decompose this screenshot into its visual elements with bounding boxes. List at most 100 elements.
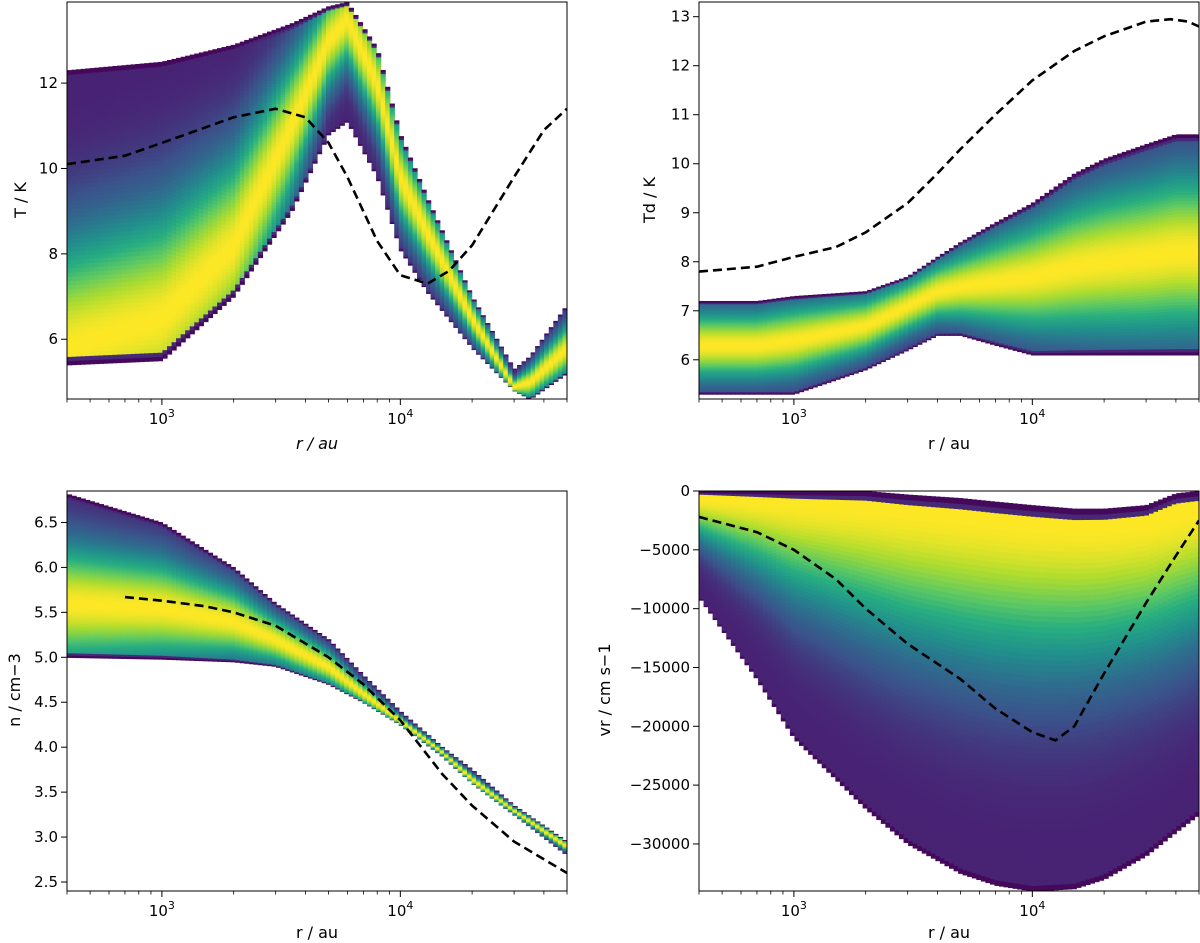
temperature-heatmap-cell — [280, 161, 286, 166]
temperature-heatmap-cell — [289, 41, 295, 46]
temperature-heatmap-cell — [348, 64, 354, 67]
temperature-heatmap-cell — [207, 164, 214, 170]
temperature-heatmap-cell — [262, 107, 268, 112]
temperature-heatmap-cell — [285, 121, 291, 125]
temperature-heatmap-cell — [139, 208, 145, 214]
temperature-heatmap-cell — [162, 336, 168, 342]
temperature-heatmap-cell — [235, 287, 241, 292]
temperature-heatmap-cell — [189, 98, 195, 104]
temperature-heatmap-cell — [194, 116, 200, 122]
temperature-heatmap-cell — [217, 141, 223, 146]
temperature-heatmap-cell — [180, 329, 186, 335]
temperature-heatmap-cell — [321, 101, 327, 105]
temperature-heatmap-cell — [348, 42, 354, 45]
temperature-heatmap-cell — [71, 145, 77, 151]
temperature-heatmap-cell — [389, 197, 395, 201]
temperature-heatmap-cell — [185, 224, 191, 230]
temperature-heatmap-cell — [380, 160, 386, 164]
temperature-heatmap-cell — [257, 168, 264, 173]
temperature-heatmap-cell — [294, 128, 300, 133]
temperature-heatmap-cell — [357, 87, 364, 90]
temperature-heatmap-cell — [212, 249, 218, 254]
temperature-heatmap-cell — [189, 289, 195, 295]
temperature-heatmap-cell — [107, 138, 114, 144]
temperature-heatmap-cell — [171, 233, 177, 239]
temperature-heatmap-cell — [103, 325, 109, 330]
temperature-heatmap-cell — [71, 288, 77, 294]
temperature-heatmap-cell — [357, 22, 364, 25]
temperature-heatmap-cell — [239, 242, 245, 247]
temperature-heatmap-cell — [198, 255, 204, 260]
temperature-heatmap-cell — [257, 104, 264, 109]
temperature-heatmap-cell — [271, 89, 277, 93]
temperature-heatmap-cell — [144, 88, 150, 94]
temperature-heatmap-cell — [371, 99, 377, 103]
temperature-heatmap-cell — [289, 132, 295, 137]
temperature-heatmap-cell — [167, 299, 173, 305]
temperature-heatmap-cell — [344, 75, 350, 79]
temperature-heatmap-cell — [244, 97, 250, 102]
temperature-heatmap-cell — [126, 311, 132, 316]
temperature-heatmap-cell — [276, 74, 282, 78]
temperature-heatmap-cell — [76, 296, 82, 302]
temperature-heatmap-cell — [253, 202, 259, 207]
temperature-heatmap-cell — [171, 183, 177, 189]
temperature-heatmap-cell — [344, 43, 350, 46]
temperature-heatmap-cell — [312, 120, 318, 123]
temperature-heatmap-cell — [112, 133, 118, 139]
temperature-heatmap-cell — [317, 104, 323, 108]
temperature-heatmap-cell — [235, 220, 241, 225]
temperature-heatmap-cell — [353, 48, 359, 51]
temperature-heatmap-cell — [339, 18, 345, 22]
temperature-heatmap-cell — [221, 283, 227, 288]
temperature-heatmap-cell — [162, 256, 168, 262]
temperature-heatmap-cell — [371, 132, 377, 135]
temperature-heatmap-cell — [253, 150, 259, 155]
temperature-heatmap-cell — [362, 54, 368, 57]
temperature-heatmap-cell — [135, 136, 141, 142]
temperature-heatmap-cell — [385, 142, 391, 146]
temperature-heatmap-cell — [380, 121, 386, 125]
temperature-heatmap-cell — [344, 48, 350, 51]
temperature-heatmap-cell — [162, 99, 168, 105]
temperature-heatmap-cell — [280, 195, 286, 200]
temperature-heatmap-cell — [280, 142, 286, 146]
temperature-heatmap-cell — [207, 122, 214, 128]
temperature-heatmap-cell — [312, 107, 318, 110]
temperature-heatmap-cell — [294, 193, 300, 197]
temperature-heatmap-cell — [144, 352, 150, 358]
temperature-heatmap-cell — [212, 105, 218, 111]
temperature-heatmap-cell — [130, 281, 136, 286]
temperature-heatmap-cell — [198, 263, 204, 268]
temperature-heatmap-cell — [294, 93, 300, 97]
temperature-heatmap-cell — [226, 169, 232, 175]
temperature-heatmap-cell — [103, 341, 109, 347]
temperature-heatmap-cell — [367, 97, 373, 100]
temperature-heatmap-cell — [135, 195, 141, 201]
temperature-heatmap-cell — [385, 147, 391, 151]
temperature-heatmap-cell — [103, 354, 109, 360]
temperature-heatmap-cell — [221, 227, 227, 233]
temperature-heatmap-cell — [180, 301, 186, 306]
temperature-heatmap-cell — [103, 185, 109, 191]
temperature-heatmap-cell — [167, 311, 173, 317]
temperature-heatmap-cell — [303, 167, 309, 171]
temperature-heatmap-cell — [371, 165, 377, 168]
temperature-heatmap-cell — [235, 213, 241, 218]
temperature-heatmap-cell — [280, 122, 286, 126]
temperature-heatmap-cell — [185, 241, 191, 246]
temperature-heatmap-cell — [276, 100, 282, 105]
temperature-heatmap-cell — [148, 113, 154, 119]
temperature-heatmap-cell — [367, 144, 373, 147]
temperature-heatmap-cell — [94, 295, 100, 301]
temperature-heatmap-cell — [121, 243, 127, 249]
temperature-heatmap-cell — [80, 73, 86, 78]
temperature-heatmap-cell — [171, 129, 177, 135]
temperature-heatmap-cell — [203, 51, 209, 56]
temperature-heatmap-cell — [335, 96, 341, 99]
temperature-heatmap-cell — [85, 228, 91, 234]
temperature-heatmap-cell — [326, 112, 332, 116]
temperature-heatmap-cell — [203, 101, 209, 106]
temperature-heatmap-cell — [362, 57, 368, 61]
temperature-heatmap-cell — [307, 50, 314, 54]
